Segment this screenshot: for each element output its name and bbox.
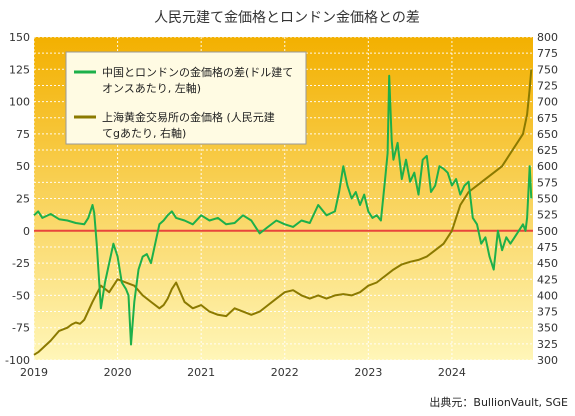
right-tick-label: 675 <box>537 112 558 125</box>
x-tick-label: 2021 <box>187 366 215 379</box>
left-tick-label: -100 <box>5 354 30 367</box>
right-tick-label: 475 <box>537 241 558 254</box>
right-tick-label: 325 <box>537 338 558 351</box>
right-tick-label: 700 <box>537 96 558 109</box>
left-tick-label: 25 <box>16 193 30 206</box>
right-axis-ticks: 800 775 750 725 700 675 650 625 600 575 550 525 500 4… <box>537 31 558 367</box>
right-tick-label: 800 <box>537 31 558 44</box>
chart-title: 人民元建て金価格とロンドン金価格との差 <box>154 10 420 26</box>
right-tick-label: 375 <box>537 306 558 319</box>
right-tick-label: 725 <box>537 79 558 92</box>
left-tick-label: 150 <box>9 31 30 44</box>
x-tick-label: 2019 <box>20 366 48 379</box>
right-tick-label: 300 <box>537 354 558 367</box>
right-tick-label: 350 <box>537 322 558 335</box>
right-tick-label: 525 <box>537 209 558 222</box>
left-tick-label: 50 <box>16 160 30 173</box>
right-tick-label: 550 <box>537 193 558 206</box>
right-tick-label: 625 <box>537 144 558 157</box>
left-tick-label: 0 <box>23 225 30 238</box>
x-tick-label: 2020 <box>104 366 132 379</box>
x-tick-label: 2023 <box>354 366 382 379</box>
source-note: 出典元：BullionVault, SGE <box>429 395 568 409</box>
series-layer <box>33 69 533 356</box>
right-tick-label: 425 <box>537 273 558 286</box>
left-tick-label: 100 <box>9 96 30 109</box>
left-tick-label: -50 <box>12 289 30 302</box>
left-tick-label: -75 <box>12 322 30 335</box>
right-tick-label: 750 <box>537 63 558 76</box>
legend-box <box>65 51 307 145</box>
legend-label-1: 上海黄金交易所の金価格 (人民元建 てgあたり, 右軸) <box>102 110 278 140</box>
left-tick-label: 125 <box>9 63 30 76</box>
left-tick-label: 75 <box>16 128 30 141</box>
x-axis-ticks: 2019 2020 2021 2022 2023 2024 <box>20 366 466 379</box>
right-tick-label: 500 <box>537 225 558 238</box>
right-tick-label: 450 <box>537 257 558 270</box>
right-tick-label: 650 <box>537 128 558 141</box>
left-axis-ticks: 150 125 100 75 50 25 0 -25 -50 -75 -100 <box>5 31 30 367</box>
right-tick-label: 575 <box>537 176 558 189</box>
legend: 中国とロンドンの金価格の差(ドル建て オンスあたり, 左軸) 上海黄金交易所の金… <box>65 51 307 145</box>
legend-label-0: 中国とロンドンの金価格の差(ドル建て オンスあたり, 左軸) <box>102 65 297 95</box>
right-tick-label: 775 <box>537 47 558 60</box>
x-tick-label: 2022 <box>271 366 299 379</box>
series-line-0 <box>33 74 533 346</box>
right-tick-label: 400 <box>537 289 558 302</box>
series-line-1 <box>33 69 533 356</box>
x-tick-label: 2024 <box>438 366 466 379</box>
right-tick-label: 600 <box>537 160 558 173</box>
left-tick-label: -25 <box>12 257 30 270</box>
